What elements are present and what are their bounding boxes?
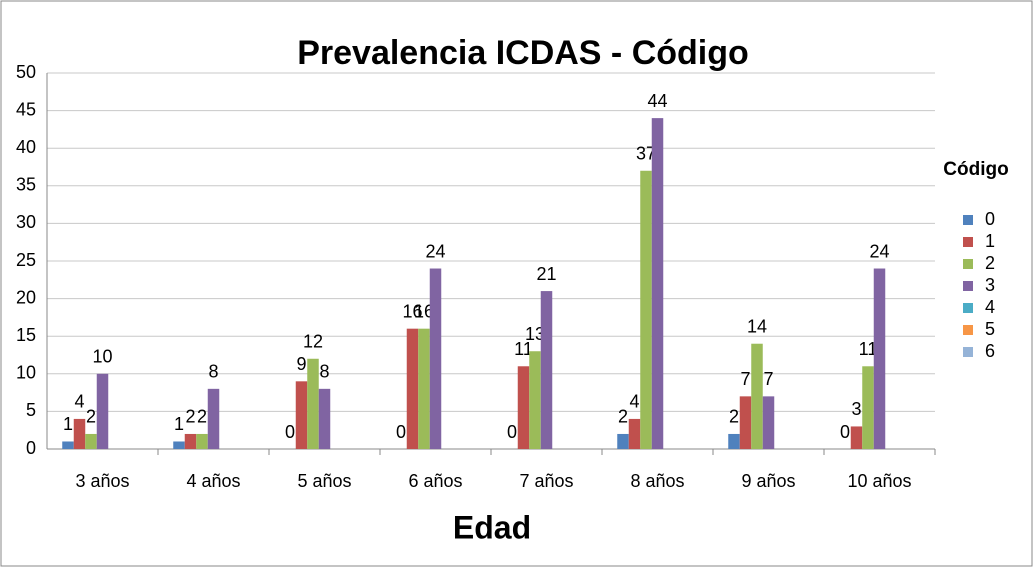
legend-swatch: [963, 347, 973, 357]
legend-label: 4: [985, 297, 995, 317]
legend-label: 1: [985, 231, 995, 251]
data-label: 2: [86, 407, 96, 427]
data-label: 11: [859, 339, 878, 359]
data-label: 9: [296, 354, 306, 374]
x-tick-label: 6 años: [408, 471, 462, 491]
legend-swatch: [963, 325, 973, 335]
legend-label: 2: [985, 253, 995, 273]
bar: [173, 441, 185, 449]
bar: [184, 433, 197, 449]
data-label: 1: [63, 414, 73, 434]
data-label: 4: [629, 392, 639, 412]
data-label: 0: [840, 422, 850, 442]
y-tick-label: 50: [16, 62, 36, 82]
legend-label: 5: [985, 319, 995, 339]
data-label: 2: [729, 407, 739, 427]
y-tick-label: 35: [16, 175, 36, 195]
data-label: 0: [396, 422, 406, 442]
data-label: 24: [869, 241, 889, 261]
data-label: 37: [636, 144, 656, 164]
bar: [762, 396, 775, 449]
legend-label: 0: [985, 209, 995, 229]
bar: [429, 268, 442, 449]
x-tick-label: 8 años: [630, 471, 684, 491]
x-tick-label: 4 años: [186, 471, 240, 491]
data-label: 13: [525, 324, 545, 344]
y-tick-label: 30: [16, 212, 36, 232]
data-label: 2: [197, 407, 207, 427]
bar: [651, 118, 664, 450]
y-tick-label: 0: [26, 438, 36, 458]
legend-title: Código: [943, 159, 1008, 180]
x-tick-label: 5 años: [297, 471, 351, 491]
x-tick-label: 7 años: [519, 471, 573, 491]
bar: [540, 291, 553, 449]
bar: [628, 418, 641, 449]
bar: [207, 388, 220, 449]
bar: [406, 328, 419, 449]
legend-swatch: [963, 303, 973, 313]
y-tick-label: 20: [16, 287, 36, 307]
bar: [96, 373, 109, 449]
data-label: 21: [536, 264, 556, 284]
legend-swatch: [963, 237, 973, 247]
data-label: 8: [319, 362, 329, 382]
data-label: 3: [851, 399, 861, 419]
data-label: 16: [414, 301, 434, 321]
legend-swatch: [963, 259, 973, 269]
bar: [529, 351, 541, 449]
bar: [728, 433, 740, 449]
chart-title: Prevalencia ICDAS - Código: [297, 34, 749, 72]
bar: [873, 268, 886, 449]
bar: [318, 388, 331, 449]
bar: [62, 441, 74, 449]
bar: [295, 381, 308, 449]
data-label: 7: [763, 369, 773, 389]
data-label: 7: [740, 369, 750, 389]
bar: [418, 328, 430, 449]
y-tick-label: 10: [16, 363, 36, 383]
bar: [307, 358, 319, 449]
legend-label: 6: [985, 341, 995, 361]
y-tick-label: 45: [16, 99, 36, 119]
data-label: 24: [425, 241, 445, 261]
data-label: 11: [514, 339, 533, 359]
bar: [751, 343, 763, 449]
y-tick-label: 40: [16, 137, 36, 157]
data-label: 16: [402, 301, 422, 321]
data-label: 10: [92, 347, 112, 367]
legend-swatch: [963, 215, 973, 225]
data-label: 2: [618, 407, 628, 427]
data-label: 44: [647, 91, 667, 111]
data-label: 14: [747, 316, 767, 336]
x-tick-label: 10 años: [847, 471, 911, 491]
y-tick-label: 5: [26, 400, 36, 420]
data-label: 4: [74, 392, 84, 412]
y-tick-label: 15: [16, 325, 36, 345]
data-label: 0: [285, 422, 295, 442]
bar: [196, 433, 208, 449]
bar: [517, 366, 530, 449]
bar: [617, 433, 629, 449]
data-label: 12: [303, 332, 323, 352]
data-label: 0: [507, 422, 517, 442]
bar: [73, 418, 86, 449]
data-label: 8: [208, 362, 218, 382]
x-axis-label: Edad: [453, 509, 531, 545]
bar: [850, 426, 863, 449]
y-tick-label: 25: [16, 250, 36, 270]
legend-label: 3: [985, 275, 995, 295]
data-label: 2: [185, 407, 195, 427]
legend-swatch: [963, 281, 973, 291]
x-tick-label: 9 años: [741, 471, 795, 491]
bar: [85, 433, 97, 449]
data-label: 1: [174, 414, 184, 434]
bar: [739, 396, 752, 449]
bar: [862, 366, 874, 449]
x-tick-label: 3 años: [75, 471, 129, 491]
bar: [640, 170, 652, 449]
